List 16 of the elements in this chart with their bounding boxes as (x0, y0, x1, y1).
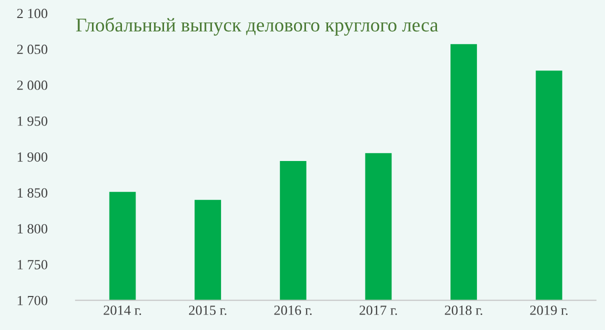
y-tick-label: 1 900 (18, 152, 48, 162)
chart-title: Глобальный выпуск делового круглого леса (76, 18, 438, 36)
x-tick-label: 2014 г. (104, 306, 142, 315)
y-tick-label: 2 050 (17, 44, 48, 54)
x-tick-label: 2019 г. (530, 306, 568, 315)
y-tick-label: 1 850 (18, 188, 48, 198)
y-tick-label: 1 700 (18, 296, 48, 306)
x-tick-label: 2018 г. (444, 306, 482, 315)
x-tick-label: 2015 г. (189, 306, 226, 315)
x-tick-label: 2017 г. (360, 306, 397, 315)
y-tick-label: 2 100 (17, 8, 48, 18)
y-tick-label: 1 750 (18, 260, 48, 270)
y-tick-label: 2 000 (17, 80, 48, 90)
y-tick-label: 1 950 (18, 116, 48, 126)
y-tick-label: 1 800 (18, 224, 48, 234)
x-tick-label: 2016 г. (274, 306, 312, 315)
